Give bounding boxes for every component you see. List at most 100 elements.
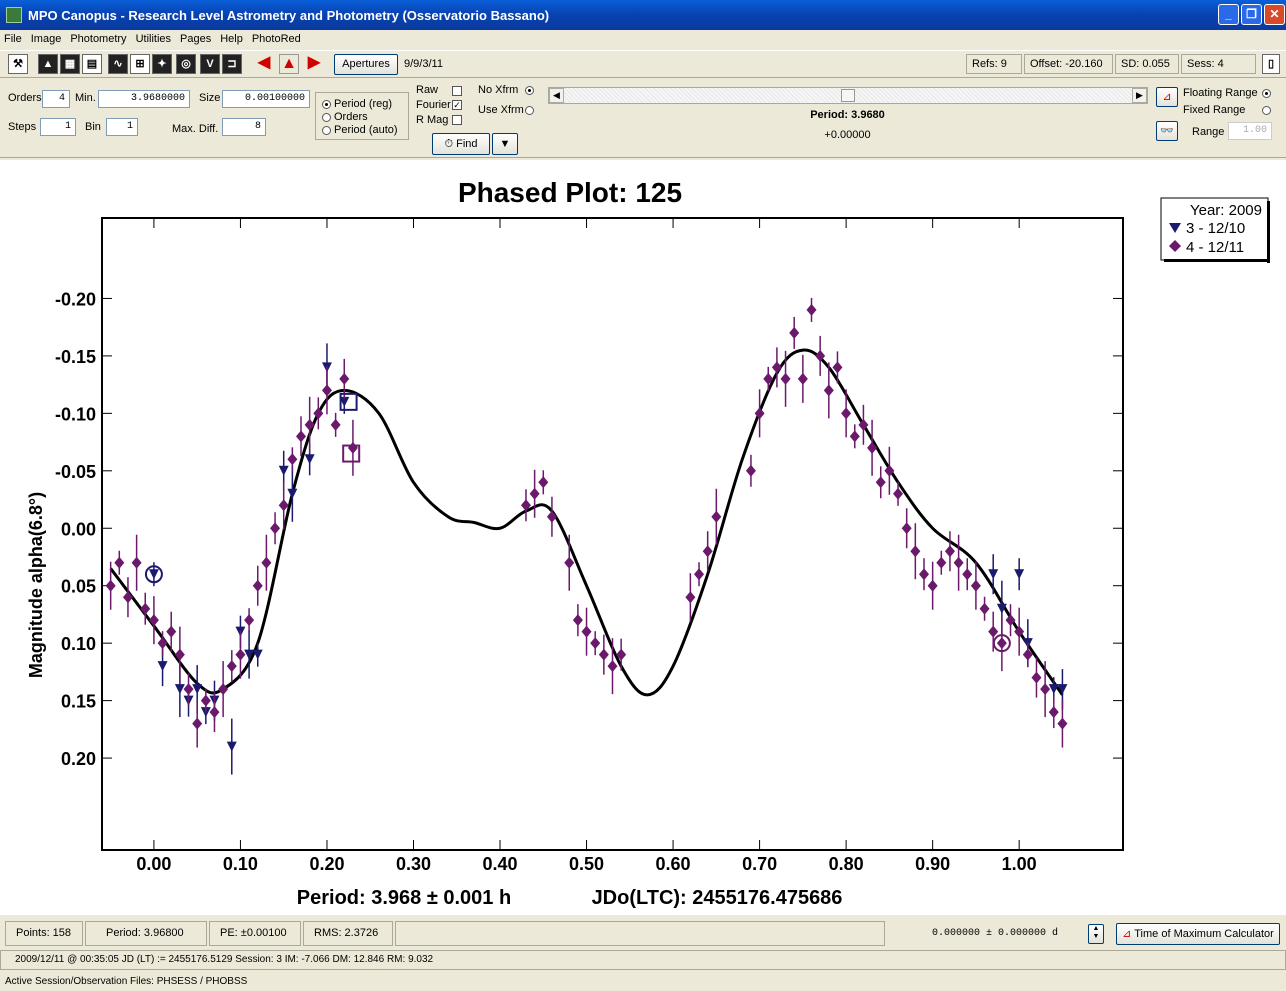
slider-left-icon[interactable]: ◀ — [549, 88, 564, 103]
chart-icon[interactable]: ▲ — [38, 54, 58, 74]
x-tick-label: 1.00 — [1002, 854, 1037, 874]
data-point-triangle — [157, 661, 168, 672]
slider-right-icon[interactable]: ▶ — [1132, 88, 1147, 103]
fourier-checkbox[interactable]: ✓ — [452, 100, 462, 110]
legend-series-1: 3 - 12/10 — [1186, 220, 1245, 237]
raw-checkbox[interactable] — [452, 86, 462, 96]
menu-help[interactable]: Help — [220, 32, 243, 45]
maxdiff-label: Max. Diff. — [172, 123, 219, 135]
plot-icon[interactable]: ⊿ — [1156, 87, 1178, 107]
arrow-right-icon[interactable]: ▶ — [307, 54, 321, 71]
data-point-diamond — [166, 625, 177, 638]
apertures-button[interactable]: Apertures — [334, 54, 398, 75]
minimize-icon[interactable]: _ — [1218, 4, 1239, 25]
y-tick-label: -0.10 — [55, 404, 96, 424]
arrow-left-icon[interactable]: ◀ — [257, 54, 271, 71]
legend: Year: 2009 3 - 12/10 4 - 12/11 — [1160, 197, 1270, 263]
range-field[interactable]: 1.00 — [1228, 122, 1272, 140]
highlighted-point — [992, 634, 1011, 653]
close-icon[interactable]: ✕ — [1264, 4, 1285, 25]
data-point-diamond — [192, 717, 203, 730]
menu-image[interactable]: Image — [30, 32, 62, 45]
data-point-triangle — [287, 488, 298, 499]
menu-file[interactable]: File — [4, 32, 22, 45]
data-point-diamond — [218, 683, 229, 696]
tmax-value: 0.000000 ± 0.000000 d — [932, 928, 1059, 939]
usexfm-radio[interactable] — [525, 106, 534, 115]
range-label: Range — [1192, 126, 1225, 138]
period-offset-display: +0.00000 — [824, 129, 871, 141]
data-point-diamond — [529, 487, 540, 500]
period-status: Period: 3.96800 — [85, 921, 207, 946]
data-point-diamond — [321, 384, 332, 397]
slider-thumb[interactable] — [841, 89, 855, 102]
data-point-triangle — [252, 649, 263, 660]
orders-field[interactable]: 4 — [42, 90, 70, 108]
data-point-diamond — [538, 476, 549, 489]
session-files: Active Session/Observation Files: PHSESS… — [5, 976, 248, 987]
data-point-triangle — [339, 396, 350, 407]
grid-icon[interactable]: ▤ — [82, 54, 102, 74]
y-tick-label: 0.10 — [61, 634, 96, 654]
radio-off-icon — [322, 112, 331, 122]
tmax-calculator-button[interactable]: ⊿ Time of Maximum Calculator — [1116, 923, 1280, 945]
app-icon — [6, 7, 22, 23]
menu-photometry[interactable]: Photometry — [70, 32, 127, 45]
data-point-diamond — [789, 326, 800, 339]
period-mode-group: Period (reg) Orders Period (auto) — [315, 92, 409, 140]
lightcurve-icon[interactable]: ∿ — [108, 54, 128, 74]
next-icon[interactable]: ⊐ — [222, 54, 242, 74]
steps-field[interactable]: 1 — [40, 118, 76, 136]
data-point-diamond — [763, 372, 774, 385]
toolbar: ⚒ ▲ ▦ ▤ ∿ ⊞ ✦ ◎ V ⊐ ◀ ▲ ▶ Apertures 9/9/… — [0, 50, 1286, 78]
x-tick-label: 0.90 — [915, 854, 950, 874]
data-point-diamond — [183, 683, 194, 696]
data-point-diamond — [694, 568, 705, 581]
min-period-field[interactable]: 3.9680000 — [98, 90, 190, 108]
table-icon[interactable]: ⊞ — [130, 54, 150, 74]
rmag-checkbox[interactable] — [452, 115, 462, 125]
menu-utilities[interactable]: Utilities — [135, 32, 172, 45]
data-point-diamond — [270, 522, 281, 535]
field-icon[interactable]: ◎ — [176, 54, 196, 74]
period-reg-option[interactable]: Period (reg) — [322, 98, 392, 110]
data-points — [105, 297, 1068, 775]
data-point-diamond — [806, 303, 817, 316]
tmax-spinner[interactable]: ▲ ▼ — [1088, 924, 1104, 944]
data-point-diamond — [867, 441, 878, 454]
step-size-field[interactable]: 0.00100000 — [222, 90, 310, 108]
find-dropdown-button[interactable]: ▼ — [492, 133, 518, 155]
arrow-up-icon[interactable]: ▲ — [279, 54, 299, 74]
x-tick-label: 0.60 — [656, 854, 691, 874]
period-slider[interactable]: ◀ ▶ — [548, 87, 1148, 104]
x-axis-period-label: Period: 3.968 ± 0.001 h — [297, 887, 511, 909]
v-icon[interactable]: V — [200, 54, 220, 74]
data-point-diamond — [858, 418, 869, 431]
images-icon[interactable]: ▦ — [60, 54, 80, 74]
orders-option[interactable]: Orders — [322, 111, 368, 123]
data-point-diamond — [1014, 625, 1025, 638]
find-button[interactable]: ⏱ Find — [432, 133, 490, 155]
fixed-range-radio[interactable] — [1262, 106, 1271, 115]
floating-range-radio[interactable] — [1262, 89, 1271, 98]
data-point-diamond — [754, 407, 765, 420]
bin-field[interactable]: 1 — [106, 118, 138, 136]
menu-photored[interactable]: PhotoRed — [251, 32, 301, 45]
maxdiff-field[interactable]: 8 — [222, 118, 266, 136]
axes: 0.00 0.10 0.20 0.30 0.40 0.50 0.60 0.70 0.80 0.90… — [55, 217, 1124, 874]
data-point-diamond — [244, 614, 255, 627]
tools-icon[interactable]: ⚒ — [8, 54, 28, 74]
notes-icon[interactable]: ▯ — [1262, 54, 1280, 74]
data-point-diamond — [893, 487, 904, 500]
data-point-diamond — [564, 556, 575, 569]
data-point-diamond — [261, 556, 272, 569]
restore-icon[interactable]: ❐ — [1241, 4, 1262, 25]
noxfm-radio[interactable] — [525, 86, 534, 95]
data-point-diamond — [252, 579, 263, 592]
y-axis-label: Magnitude alpha(6.8°) — [26, 492, 46, 678]
period-auto-option[interactable]: Period (auto) — [322, 124, 398, 136]
stars-icon[interactable]: ✦ — [152, 54, 172, 74]
binoculars-icon[interactable]: 👓 — [1156, 121, 1178, 141]
menu-pages[interactable]: Pages — [180, 32, 212, 45]
fourier-label: Fourier — [416, 99, 451, 111]
